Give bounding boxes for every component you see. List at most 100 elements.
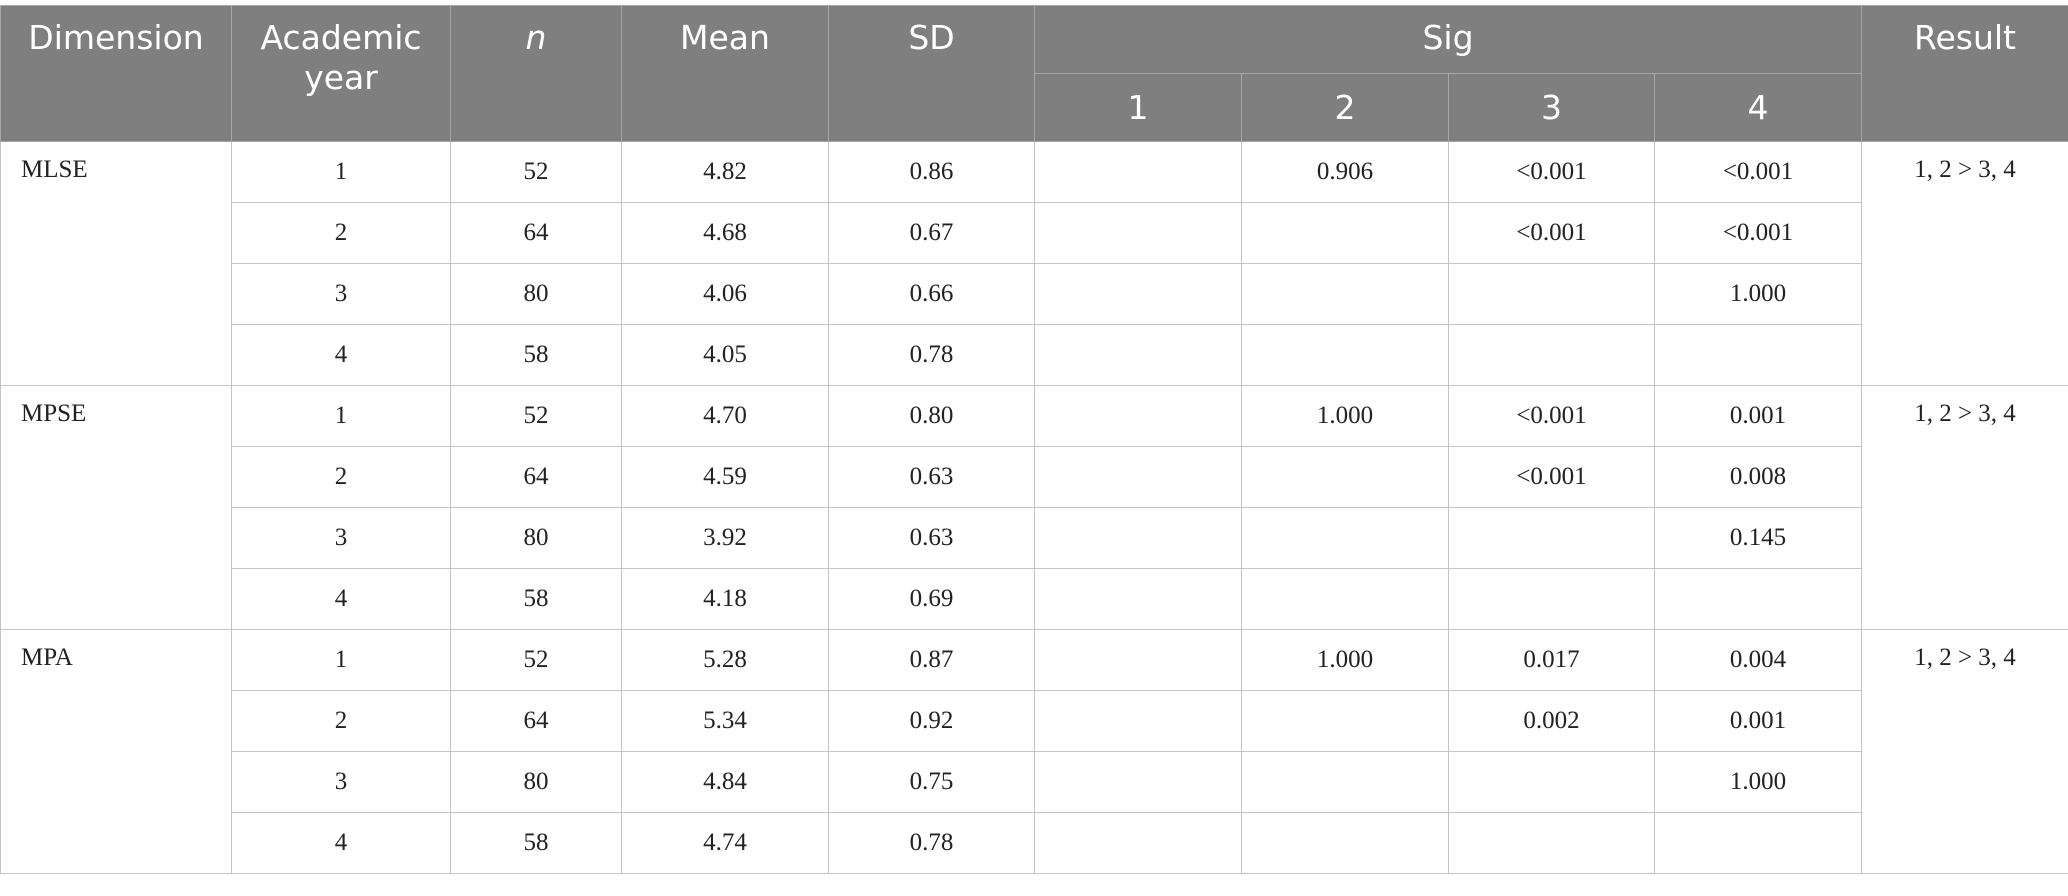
sig-cell: 0.145 [1653, 507, 1863, 569]
sig-cell [1653, 324, 1863, 386]
sd-cell: 0.86 [828, 141, 1035, 203]
sig-cell [1034, 263, 1242, 325]
sig-cell [1241, 324, 1449, 386]
sig-cell [1241, 812, 1449, 874]
mean-cell: 5.28 [621, 629, 829, 691]
sig-cell [1448, 324, 1655, 386]
table-row: MLSE 1 52 4.82 0.86 0.906 <0.001 <0.001 1, 2 > 3… [0, 141, 2068, 386]
n-cell: 64 [450, 446, 622, 508]
sd-cell: 0.75 [828, 751, 1035, 813]
sd-cell: 0.66 [828, 263, 1035, 325]
sig-cell [1034, 385, 1242, 447]
n-cell: 64 [450, 202, 622, 264]
table-row: 4 58 4.05 0.78 [1, 324, 2068, 386]
sig-cell: 1.000 [1241, 629, 1449, 691]
result-cell: 1, 2 > 3, 4 [1861, 141, 2068, 386]
sig-cell: <0.001 [1448, 385, 1655, 447]
n-cell: 80 [450, 751, 622, 813]
sig-cell: 0.008 [1653, 446, 1863, 508]
year-cell: 2 [231, 202, 451, 264]
n-cell: 80 [450, 507, 622, 569]
table-row: 4 58 4.74 0.78 [1, 812, 2068, 874]
sig-cell: 1.000 [1653, 263, 1863, 325]
mean-cell: 4.59 [621, 446, 829, 508]
year-cell: 2 [231, 446, 451, 508]
sig-cell [1034, 812, 1242, 874]
table-row: MPA 1 52 5.28 0.87 1.000 0.017 0.004 1, 2 > 3, 4 [0, 629, 2068, 874]
mean-cell: 4.06 [621, 263, 829, 325]
year-cell: 4 [231, 812, 451, 874]
result-cell: 1, 2 > 3, 4 [1861, 629, 2068, 874]
dimension-cell: MPSE [0, 385, 232, 630]
sig-cell: <0.001 [1653, 202, 1863, 264]
mean-cell: 4.70 [621, 385, 829, 447]
sig-cell: <0.001 [1448, 202, 1655, 264]
sig-cell [1241, 263, 1449, 325]
sig-cell [1034, 202, 1242, 264]
sig-cell: <0.001 [1653, 141, 1863, 203]
header-cell: SD [828, 5, 1035, 142]
year-cell: 1 [231, 385, 451, 447]
sig-cell [1448, 507, 1655, 569]
n-cell: 58 [450, 812, 622, 874]
sig-cell [1241, 690, 1449, 752]
mean-cell: 4.84 [621, 751, 829, 813]
sig-cell [1034, 141, 1242, 203]
header-cell: 3 [1448, 73, 1655, 142]
sig-cell [1034, 629, 1242, 691]
n-cell: 80 [450, 263, 622, 325]
sig-cell [1241, 751, 1449, 813]
sig-cell [1034, 446, 1242, 508]
table-body: MLSE 1 52 4.82 0.86 0.906 <0.001 <0.001 1, 2 > 3… [0, 141, 2068, 874]
mean-cell: 3.92 [621, 507, 829, 569]
table-row: 2 64 4.68 0.67 <0.001 <0.001 [1, 202, 2068, 264]
sig-cell [1653, 568, 1863, 630]
year-cell: 3 [231, 263, 451, 325]
sig-cell: 0.906 [1241, 141, 1449, 203]
mean-cell: 4.18 [621, 568, 829, 630]
sig-cell [1241, 202, 1449, 264]
table-row: 3 80 3.92 0.63 0.145 [1, 507, 2068, 569]
sig-cell: <0.001 [1448, 141, 1655, 203]
sig-cell [1034, 507, 1242, 569]
n-cell: 64 [450, 690, 622, 752]
header-cell: 2 [1241, 73, 1449, 142]
table-container: Dimension Academic year n Mean SD Sig Re… [0, 5, 2068, 874]
header-cell: 4 [1653, 73, 1863, 142]
sd-cell: 0.67 [828, 202, 1035, 264]
n-cell: 52 [450, 629, 622, 691]
year-cell: 3 [231, 507, 451, 569]
sig-cell: 0.002 [1448, 690, 1655, 752]
results-table: Dimension Academic year n Mean SD Sig Re… [0, 5, 2068, 874]
year-cell: 1 [231, 141, 451, 203]
sig-cell [1448, 568, 1655, 630]
mean-cell: 4.82 [621, 141, 829, 203]
sd-cell: 0.92 [828, 690, 1035, 752]
header-row: Dimension Academic year n Mean SD Sig Re… [0, 5, 2068, 142]
sd-cell: 0.80 [828, 385, 1035, 447]
year-cell: 1 [231, 629, 451, 691]
n-cell: 52 [450, 385, 622, 447]
sig-cell [1448, 751, 1655, 813]
sig-cell [1241, 568, 1449, 630]
header-cell: Sig [1033, 5, 1863, 74]
sig-cell: 0.004 [1653, 629, 1863, 691]
mean-cell: 5.34 [621, 690, 829, 752]
year-cell: 2 [231, 690, 451, 752]
sig-cell: 0.001 [1653, 690, 1863, 752]
dimension-cell: MLSE [0, 141, 232, 386]
sd-cell: 0.63 [828, 507, 1035, 569]
mean-cell: 4.74 [621, 812, 829, 874]
header-cell: Dimension [0, 5, 232, 142]
sig-cell [1653, 812, 1863, 874]
header-cell: 1 [1034, 73, 1242, 142]
year-cell: 4 [231, 568, 451, 630]
table-row: MPSE 1 52 4.70 0.80 1.000 <0.001 0.001 1, 2 > 3,… [0, 385, 2068, 630]
table-row: 3 80 4.06 0.66 1.000 [1, 263, 2068, 325]
sd-cell: 0.78 [828, 324, 1035, 386]
table-row: 3 80 4.84 0.75 1.000 [1, 751, 2068, 813]
n-cell: 58 [450, 568, 622, 630]
n-cell: 52 [450, 141, 622, 203]
n-cell: 58 [450, 324, 622, 386]
